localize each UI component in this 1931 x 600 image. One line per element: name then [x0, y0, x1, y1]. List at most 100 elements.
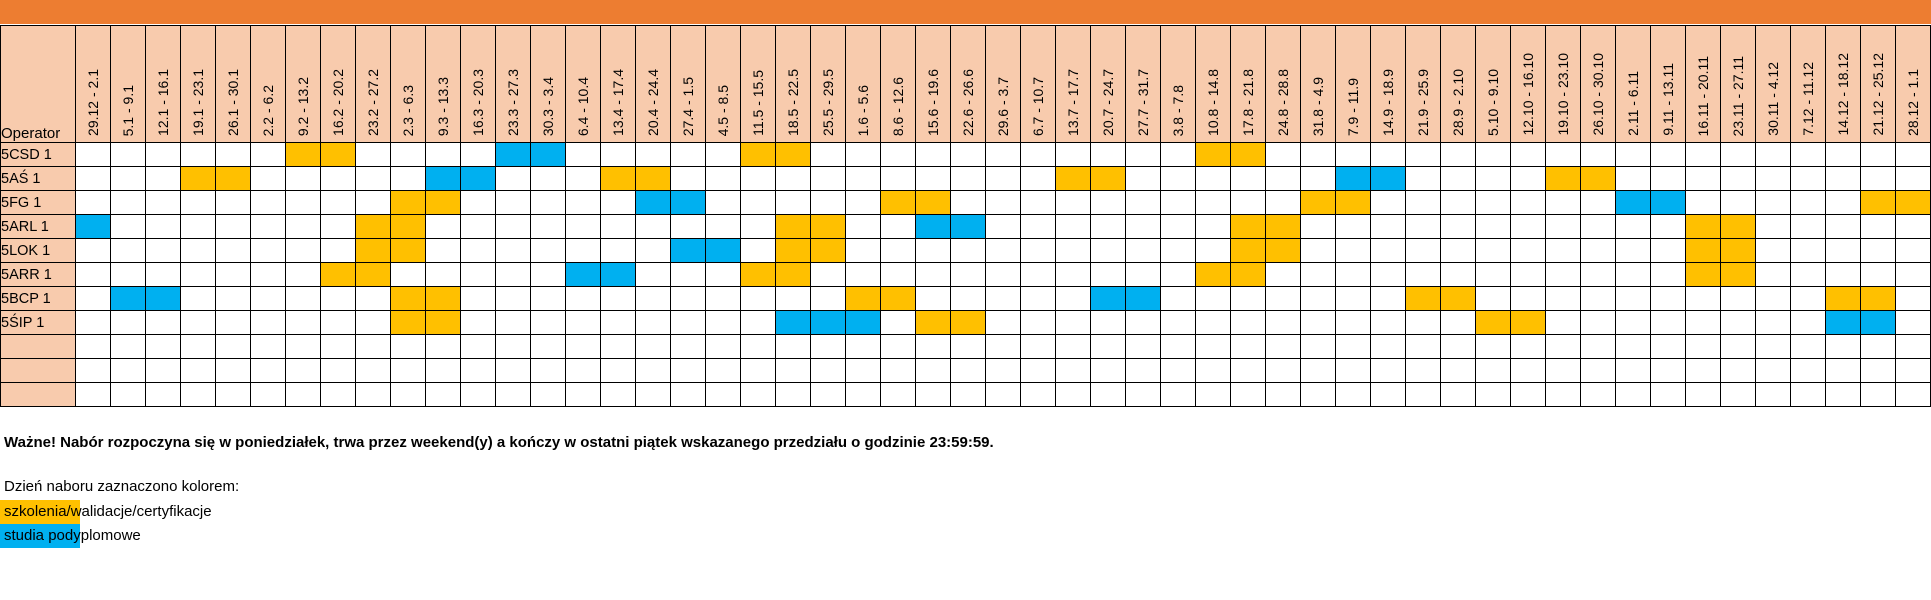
legend-swatch-postgrad [0, 524, 80, 548]
cell-empty [180, 190, 216, 215]
cell-empty [215, 214, 251, 239]
cell-empty [1370, 358, 1406, 383]
cell-empty [1755, 310, 1791, 335]
week-header: 23.2 - 27.2 [355, 25, 391, 143]
cell-empty [145, 214, 181, 239]
cell-empty [250, 262, 286, 287]
cell-empty [110, 166, 146, 191]
cell-empty [1265, 166, 1301, 191]
cell-empty [1615, 166, 1651, 191]
cell-empty [1370, 382, 1406, 407]
cell-empty [1405, 190, 1441, 215]
week-label: 14.9 - 18.9 [1380, 69, 1396, 136]
cell-postgrad [1090, 286, 1126, 311]
cell-empty [1055, 214, 1091, 239]
cell-empty [1790, 142, 1826, 167]
cell-empty [985, 190, 1021, 215]
week-header: 5.10 - 9.10 [1475, 25, 1511, 143]
week-header: 29.6 - 3.7 [985, 25, 1021, 143]
cell-empty [1650, 382, 1686, 407]
cell-empty [1300, 214, 1336, 239]
cell-empty [915, 166, 951, 191]
cell-empty [250, 310, 286, 335]
cell-empty [950, 166, 986, 191]
cell-empty [1510, 286, 1546, 311]
cell-empty [880, 142, 916, 167]
week-label: 23.11 - 27.11 [1730, 55, 1746, 136]
cell-postgrad [1335, 166, 1371, 191]
cell-empty [1300, 382, 1336, 407]
cell-empty [1090, 310, 1126, 335]
cell-empty [705, 382, 741, 407]
cell-empty [1545, 286, 1581, 311]
cell-empty [1125, 262, 1161, 287]
cell-empty [1825, 262, 1861, 287]
operator-row: 5FG 1 [0, 190, 1931, 215]
legend-item-postgrad: studia podyplomowe [0, 524, 994, 548]
week-label: 6.4 - 10.4 [575, 76, 591, 136]
cell-empty [180, 142, 216, 167]
week-label: 28.9 - 2.10 [1450, 69, 1466, 136]
cell-training [285, 142, 321, 167]
cell-empty [950, 382, 986, 407]
cell-empty [145, 238, 181, 263]
cell-empty [1265, 358, 1301, 383]
cell-empty [1440, 166, 1476, 191]
cell-empty [985, 382, 1021, 407]
cell-empty [1650, 214, 1686, 239]
cell-empty [1580, 334, 1616, 359]
cell-empty [1230, 190, 1266, 215]
recruitment-schedule-table: Operator 29.12 - 2.1 5.1 - 9.1 12.1 - 16.1 1… [0, 25, 1931, 407]
week-header: 22.6 - 26.6 [950, 25, 986, 143]
cell-empty [1265, 262, 1301, 287]
cell-empty [1090, 334, 1126, 359]
cell-empty [250, 286, 286, 311]
cell-empty [1440, 238, 1476, 263]
cell-empty [985, 262, 1021, 287]
cell-empty [285, 214, 321, 239]
cell-training [950, 310, 986, 335]
cell-empty [1055, 310, 1091, 335]
cell-training [775, 262, 811, 287]
cell-empty [600, 334, 636, 359]
cell-empty [600, 238, 636, 263]
cell-training [355, 238, 391, 263]
cell-empty [1335, 382, 1371, 407]
cell-empty [1090, 142, 1126, 167]
cell-empty [1020, 214, 1056, 239]
cell-empty [1335, 262, 1371, 287]
cell-training [1860, 286, 1896, 311]
week-label: 9.2 - 13.2 [295, 76, 311, 136]
cell-empty [1125, 334, 1161, 359]
cell-empty [180, 310, 216, 335]
cell-empty [740, 310, 776, 335]
cell-empty [75, 310, 111, 335]
week-header: 7.12 - 11.12 [1790, 25, 1826, 143]
cell-empty [1475, 286, 1511, 311]
legend-intro: Dzień naboru zaznaczono kolorem: [4, 478, 240, 495]
cell-training [1895, 190, 1931, 215]
cell-empty [1580, 358, 1616, 383]
cell-empty [1230, 286, 1266, 311]
week-header: 28.12 - 1.1 [1895, 25, 1931, 143]
operator-row [0, 358, 1931, 383]
cell-empty [1160, 238, 1196, 263]
cell-empty [75, 166, 111, 191]
cell-training [425, 190, 461, 215]
cell-training [320, 262, 356, 287]
cell-empty [565, 382, 601, 407]
cell-empty [845, 358, 881, 383]
cell-empty [75, 382, 111, 407]
cell-empty [705, 286, 741, 311]
cell-empty [425, 142, 461, 167]
cell-empty [1720, 190, 1756, 215]
cell-empty [1825, 238, 1861, 263]
cell-empty [530, 214, 566, 239]
week-label: 20.4 - 24.4 [645, 69, 661, 136]
cell-empty [915, 334, 951, 359]
cell-postgrad [1825, 310, 1861, 335]
cell-empty [1895, 286, 1931, 311]
cell-empty [390, 142, 426, 167]
cell-empty [1510, 358, 1546, 383]
week-header: 19.10 - 23.10 [1545, 25, 1581, 143]
